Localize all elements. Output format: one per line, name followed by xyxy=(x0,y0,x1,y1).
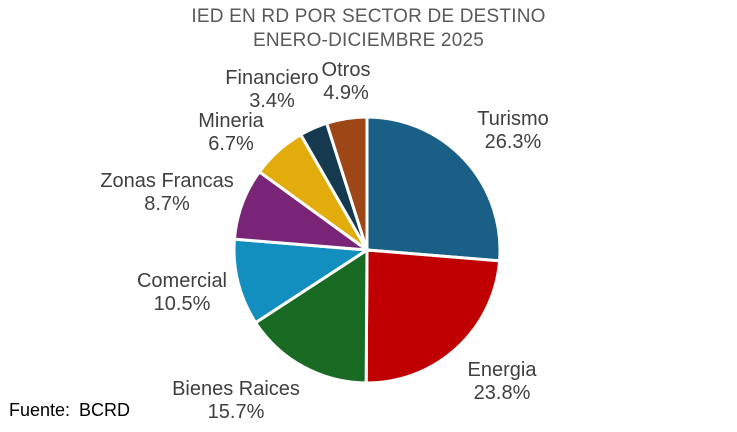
source-note: Fuente: BCRD xyxy=(9,400,130,421)
chart-title-line2: ENERO-DICIEMBRE 2025 xyxy=(252,30,484,51)
chart-title: IED EN RD POR SECTOR DE DESTINO ENERO-DI… xyxy=(0,5,737,53)
source-label: Fuente: xyxy=(9,400,71,420)
pie-slice-turismo xyxy=(365,115,502,263)
chart-title-line1: IED EN RD POR SECTOR DE DESTINO xyxy=(191,6,546,27)
pie-slice-bienes-raices xyxy=(253,247,369,385)
source-value: BCRD xyxy=(79,400,131,420)
pie-slice-otros xyxy=(324,115,369,251)
pie-slice-comercial xyxy=(232,237,372,325)
pie-slice-energia xyxy=(364,248,502,385)
